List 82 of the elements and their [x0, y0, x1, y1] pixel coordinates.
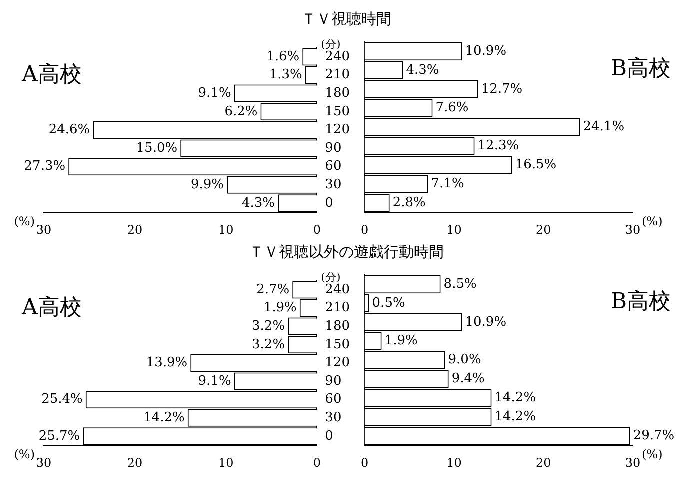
y-tick-label: 210 [325, 300, 350, 316]
data-label: 9.0% [448, 352, 482, 368]
data-label: 25.7% [38, 428, 80, 444]
data-label: 2.7% [256, 282, 290, 298]
x-tick-label: 10 [446, 222, 462, 237]
data-label: 13.9% [146, 356, 188, 371]
x-tick-label: 20 [536, 456, 552, 470]
data-label: 16.5% [515, 158, 557, 173]
y-tick-label: 120 [325, 356, 350, 371]
x-tick-label: 30 [625, 456, 641, 470]
x-tick-label: 30 [36, 222, 52, 237]
data-label: 1.9% [384, 334, 418, 349]
data-label: 15.0% [136, 140, 178, 156]
data-label: 1.3% [269, 68, 302, 83]
data-label: 4.3% [242, 196, 276, 211]
data-label: 27.3% [24, 159, 66, 174]
data-label: 29.7% [633, 428, 675, 444]
annotation: B高校 [610, 56, 671, 82]
chart-title: ＴＶ視聴時間 [300, 10, 392, 29]
y-tick-label: 30 [325, 178, 342, 193]
y-tick-label: 60 [325, 392, 342, 408]
data-label: 12.3% [478, 138, 520, 154]
data-label: 2.8% [392, 195, 426, 210]
annotation: A高校 [21, 62, 82, 88]
x-tick-label: 0 [313, 222, 322, 237]
x-tick-label: 10 [218, 456, 234, 470]
data-label: 3.2% [252, 318, 286, 334]
data-label: 14.2% [494, 390, 536, 406]
x-tick-label: 10 [446, 456, 462, 470]
y-tick-label: 90 [325, 140, 342, 156]
data-label: 1.6% [266, 49, 300, 64]
y-tick-label: 0 [325, 196, 334, 211]
data-label: 24.6% [48, 122, 90, 138]
y-tick-label: 180 [325, 318, 350, 334]
y-axis-title: (分) [321, 38, 341, 52]
x-tick-label: 0 [313, 456, 322, 470]
data-label: 7.1% [431, 176, 464, 192]
y-tick-label: 0 [325, 428, 334, 444]
data-label: 9.9% [191, 178, 224, 193]
x-tick-label: 10 [218, 222, 234, 237]
y-tick-label: 150 [325, 337, 350, 352]
y-tick-label: 210 [325, 68, 350, 83]
y-tick-label: 150 [325, 104, 350, 120]
x-tick-label: 30 [36, 456, 52, 470]
data-label: 3.2% [252, 337, 286, 352]
x-axis-title: (%) [642, 448, 663, 462]
x-axis-title: (%) [14, 448, 35, 462]
data-label: 8.5% [444, 276, 477, 292]
x-axis-title: (%) [14, 214, 35, 229]
data-label: 24.1% [583, 120, 625, 135]
data-label: 0.5% [372, 296, 406, 311]
annotation: A高校 [21, 296, 82, 321]
data-label: 9.1% [198, 374, 232, 389]
data-label: 9.4% [452, 372, 485, 387]
x-tick-label: 20 [536, 222, 552, 237]
data-label: 7.6% [436, 100, 469, 116]
data-label: 14.2% [494, 410, 536, 425]
data-label: 25.4% [42, 392, 83, 408]
data-label: 12.7% [481, 82, 523, 97]
data-label: 10.9% [465, 44, 507, 59]
x-axis-title: (%) [642, 214, 663, 229]
data-label: 6.2% [224, 104, 258, 120]
y-tick-label: 180 [325, 86, 350, 101]
x-tick-label: 20 [127, 456, 143, 470]
annotation: B高校 [610, 290, 671, 315]
x-tick-label: 0 [360, 456, 369, 470]
y-tick-label: 60 [325, 159, 342, 174]
y-tick-label: 30 [325, 410, 342, 426]
y-tick-label: 240 [325, 282, 350, 298]
data-label: 1.9% [264, 300, 297, 316]
data-label: 4.3% [406, 62, 440, 78]
chart-title: ＴＶ視聴以外の遊戯行動時間 [248, 243, 445, 262]
x-tick-label: 0 [360, 222, 369, 237]
y-axis-title: (分) [321, 271, 341, 284]
y-tick-label: 120 [325, 122, 350, 138]
data-label: 9.1% [198, 86, 232, 101]
data-label: 14.2% [144, 410, 185, 426]
data-label: 10.9% [465, 314, 507, 330]
x-tick-label: 20 [127, 222, 143, 237]
y-tick-label: 90 [325, 374, 342, 389]
x-tick-label: 30 [625, 222, 641, 237]
y-tick-label: 240 [325, 49, 350, 64]
